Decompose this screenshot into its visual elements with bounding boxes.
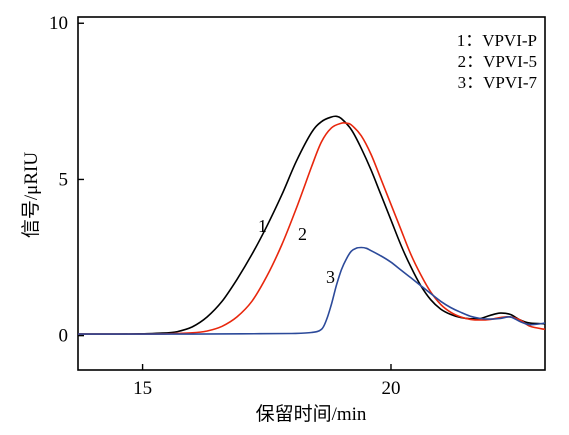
legend-entry-2: 2：VPVI-5 <box>458 52 537 71</box>
legend: 1：VPVI-P 2：VPVI-5 3：VPVI-7 <box>457 31 538 92</box>
series-line-1 <box>78 115 546 335</box>
legend-entry-3: 3：VPVI-7 <box>458 73 538 92</box>
curve-labels: 1 2 3 <box>258 216 335 287</box>
y-axis-title: 信号/μRIU <box>20 152 42 238</box>
series-line-3 <box>78 246 546 335</box>
x-tick-label: 15 <box>133 378 152 399</box>
curve-label-2: 2 <box>298 224 307 244</box>
y-tick-label: 5 <box>59 169 69 190</box>
curve-label-3: 3 <box>326 267 335 287</box>
plot-area: 15 20 0 5 10 <box>49 13 546 399</box>
y-tick-label: 0 <box>59 326 69 347</box>
plot-frame <box>77 16 546 371</box>
y-tick-label: 10 <box>49 13 68 34</box>
curve-label-1: 1 <box>258 216 267 236</box>
series-lines <box>78 115 546 335</box>
series-line-2 <box>78 121 546 335</box>
x-axis-title: 保留时间/min <box>256 403 367 425</box>
legend-entry-1: 1：VPVI-P <box>457 31 537 50</box>
x-tick-label: 20 <box>381 378 400 399</box>
